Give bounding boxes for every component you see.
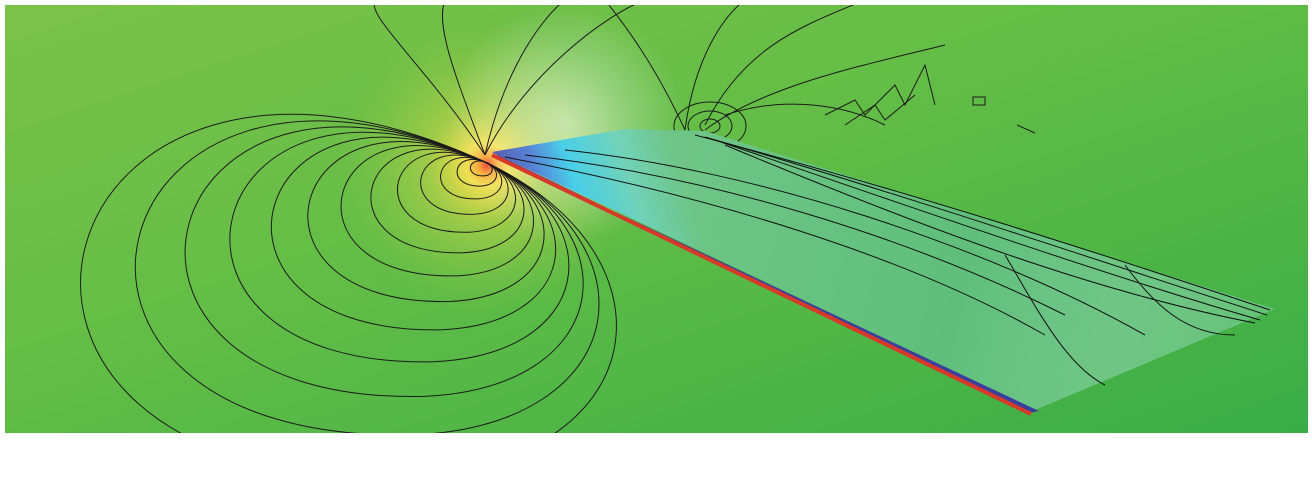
- contour-line: [229, 131, 570, 363]
- pressure-contours: [80, 114, 617, 433]
- contour-line: [420, 154, 509, 215]
- wing-surface-contours: [504, 134, 1271, 386]
- contour-line: [184, 126, 584, 397]
- contour-line: [80, 114, 617, 433]
- wing-span-shading: [492, 129, 1275, 410]
- wing-lower-band: [492, 152, 1039, 413]
- wake-contours: [373, 5, 1036, 156]
- contour-line: [340, 145, 534, 277]
- contour-line: [456, 158, 497, 187]
- contour-line: [270, 136, 557, 331]
- contour-line: [397, 151, 516, 233]
- contour-line: [470, 160, 493, 177]
- wing-leading-edge: [491, 153, 1032, 416]
- figure-caption: [35, 459, 1285, 481]
- wing-pressure-visualization: [5, 5, 1308, 433]
- contour-line: [440, 157, 503, 200]
- contour-line: [307, 141, 545, 303]
- contour-line: [370, 148, 525, 254]
- contour-line: [134, 120, 600, 433]
- visualization-canvas: [5, 5, 1308, 433]
